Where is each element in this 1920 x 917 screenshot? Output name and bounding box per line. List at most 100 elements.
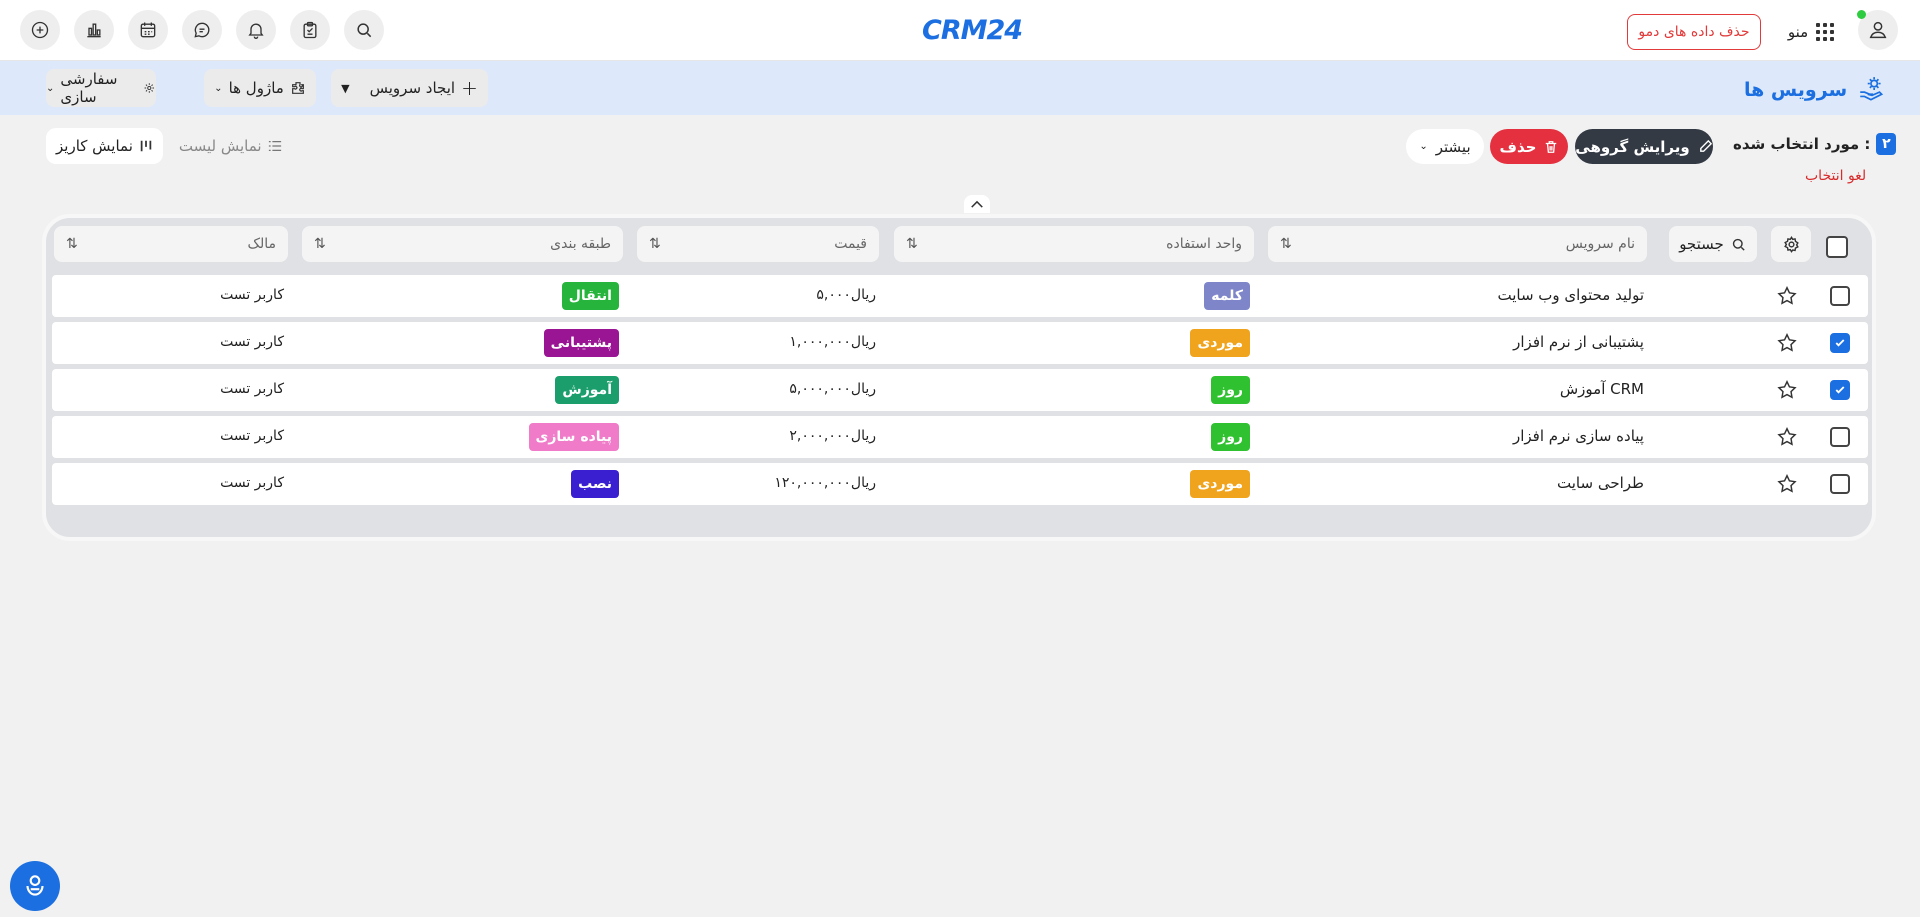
create-service-button[interactable]: ▼ ایجاد سرویس + — [331, 69, 488, 107]
selected-count-badge: ۲ — [1876, 133, 1897, 155]
star-icon[interactable] — [1776, 379, 1798, 401]
star-icon[interactable] — [1776, 332, 1798, 354]
unit-tag: کلمه — [1204, 282, 1250, 310]
table-settings-button[interactable] — [1771, 226, 1811, 262]
star-icon[interactable] — [1776, 285, 1798, 307]
remove-demo-data-button[interactable]: حذف داده های دمو — [1627, 14, 1761, 50]
selection-label: مورد انتخاب شده : — [1733, 135, 1871, 153]
column-header-unit[interactable]: ⇅ واحد استفاده — [894, 226, 1254, 262]
chevron-down-icon: ⌄ — [1419, 141, 1428, 152]
selection-info: مورد انتخاب شده : ۲ — [1733, 133, 1897, 155]
service-name[interactable]: پیاده سازی نرم افزار — [1512, 427, 1644, 445]
list-icon — [268, 140, 281, 152]
owner-value: کاربر تست — [220, 287, 284, 303]
collapse-toggle[interactable] — [964, 195, 990, 213]
price-value: ۲,۰۰۰,۰۰۰ریال — [789, 428, 876, 444]
category-header-label: طبقه بندی — [550, 236, 611, 252]
owner-header-label: مالک — [247, 236, 276, 252]
column-header-name[interactable]: ⇅ نام سرویس — [1268, 226, 1647, 262]
price-header-label: قیمت — [834, 236, 867, 252]
service-name[interactable]: پشتیبانی از نرم افزار — [1513, 333, 1644, 351]
modules-button[interactable]: ⌄ ماژول ها — [204, 69, 316, 107]
sort-icon[interactable]: ⇅ — [906, 236, 918, 252]
unit-tag: روز — [1211, 423, 1250, 451]
assistant-button[interactable] — [10, 861, 60, 911]
customize-label: سفارشی سازی — [60, 70, 118, 106]
list-view-button[interactable]: نمایش لیست — [169, 128, 292, 164]
chevron-down-icon: ⌄ — [214, 82, 223, 94]
sort-icon[interactable]: ⇅ — [1280, 236, 1292, 252]
online-status-dot — [1857, 10, 1866, 19]
row-checkbox[interactable] — [1830, 474, 1850, 494]
unit-tag: موردی — [1190, 329, 1250, 357]
star-icon[interactable] — [1776, 426, 1798, 448]
row-checkbox[interactable] — [1830, 333, 1850, 353]
page-header-bar: ⌄ سفارشی سازی ⌄ ماژول ها ▼ ایجاد سرویس +… — [0, 61, 1920, 115]
tasks-icon[interactable] — [290, 10, 330, 50]
page-title: سرویس ها — [1744, 75, 1887, 105]
bulk-edit-button[interactable]: ویرایش گروهی — [1575, 129, 1713, 164]
view-toggle: نمایش کاریز نمایش لیست — [46, 128, 292, 164]
category-tag: آموزش — [555, 376, 619, 404]
sort-icon[interactable]: ⇅ — [66, 236, 78, 252]
bulk-edit-label: ویرایش گروهی — [1575, 137, 1690, 156]
reports-icon[interactable] — [74, 10, 114, 50]
chat-icon[interactable] — [182, 10, 222, 50]
table-row[interactable]: طراحی سایت موردی ۱۲۰,۰۰۰,۰۰۰ریال نصب کار… — [52, 463, 1868, 505]
price-value: ۵,۰۰۰ریال — [816, 287, 876, 303]
row-checkbox[interactable] — [1830, 286, 1850, 306]
kanban-view-button[interactable]: نمایش کاریز — [46, 128, 163, 164]
customize-button[interactable]: ⌄ سفارشی سازی — [46, 69, 156, 107]
sort-icon[interactable]: ⇅ — [649, 236, 661, 252]
list-view-label: نمایش لیست — [178, 137, 262, 155]
page-title-text: سرویس ها — [1744, 79, 1848, 101]
star-icon[interactable] — [1776, 473, 1798, 495]
table-row[interactable]: تولید محتوای وب سایت کلمه ۵,۰۰۰ریال انتق… — [52, 275, 1868, 317]
search-icon — [1732, 238, 1745, 251]
column-header-category[interactable]: ⇅ طبقه بندی — [302, 226, 623, 262]
puzzle-icon — [291, 82, 304, 94]
pencil-icon — [1699, 139, 1712, 152]
unit-header-label: واحد استفاده — [1166, 236, 1242, 252]
select-all-checkbox[interactable] — [1826, 236, 1848, 258]
kanban-icon — [140, 140, 152, 152]
caret-down-icon[interactable]: ▼ — [341, 81, 350, 95]
menu-label: منو — [1787, 23, 1809, 41]
gear-icon — [1783, 235, 1799, 253]
search-table-button[interactable]: جستجو — [1669, 226, 1757, 262]
assistant-icon — [26, 875, 44, 896]
add-icon[interactable] — [20, 10, 60, 50]
bell-icon[interactable] — [236, 10, 276, 50]
column-header-owner[interactable]: ⇅ مالک — [54, 226, 288, 262]
app-logo[interactable]: CRM24 — [922, 14, 1023, 46]
menu-button[interactable]: منو — [1768, 14, 1854, 50]
kanban-view-label: نمایش کاریز — [56, 137, 133, 155]
user-icon — [1869, 21, 1887, 39]
apps-grid-icon — [1816, 23, 1835, 41]
service-name[interactable]: تولید محتوای وب سایت — [1497, 286, 1644, 304]
delete-label: حذف — [1499, 137, 1537, 156]
search-icon[interactable] — [344, 10, 384, 50]
table-row[interactable]: آموزش CRM روز ۵,۰۰۰,۰۰۰ریال آموزش کاربر … — [52, 369, 1868, 411]
column-header-price[interactable]: ⇅ قیمت — [637, 226, 879, 262]
price-value: ۱,۰۰۰,۰۰۰ریال — [789, 334, 876, 350]
search-table-label: جستجو — [1679, 235, 1724, 253]
owner-value: کاربر تست — [220, 381, 284, 397]
delete-button[interactable]: حذف — [1490, 129, 1568, 164]
category-tag: انتقال — [561, 282, 619, 310]
plus-icon: + — [461, 76, 478, 100]
sort-icon[interactable]: ⇅ — [314, 236, 326, 252]
row-checkbox[interactable] — [1830, 427, 1850, 447]
more-actions-button[interactable]: ⌄ بیشتر — [1406, 129, 1484, 164]
service-name[interactable]: طراحی سایت — [1557, 474, 1644, 492]
calendar-icon[interactable] — [128, 10, 168, 50]
service-name[interactable]: آموزش CRM — [1559, 380, 1644, 398]
owner-value: کاربر تست — [220, 475, 284, 491]
name-header-label: نام سرویس — [1565, 236, 1635, 252]
table-row[interactable]: پیاده سازی نرم افزار روز ۲,۰۰۰,۰۰۰ریال پ… — [52, 416, 1868, 458]
table-row[interactable]: پشتیبانی از نرم افزار موردی ۱,۰۰۰,۰۰۰ریا… — [52, 322, 1868, 364]
modules-label: ماژول ها — [228, 79, 284, 97]
service-hand-icon — [1860, 77, 1884, 101]
row-checkbox[interactable] — [1830, 380, 1850, 400]
deselect-link[interactable]: لغو انتخاب — [1805, 168, 1867, 184]
